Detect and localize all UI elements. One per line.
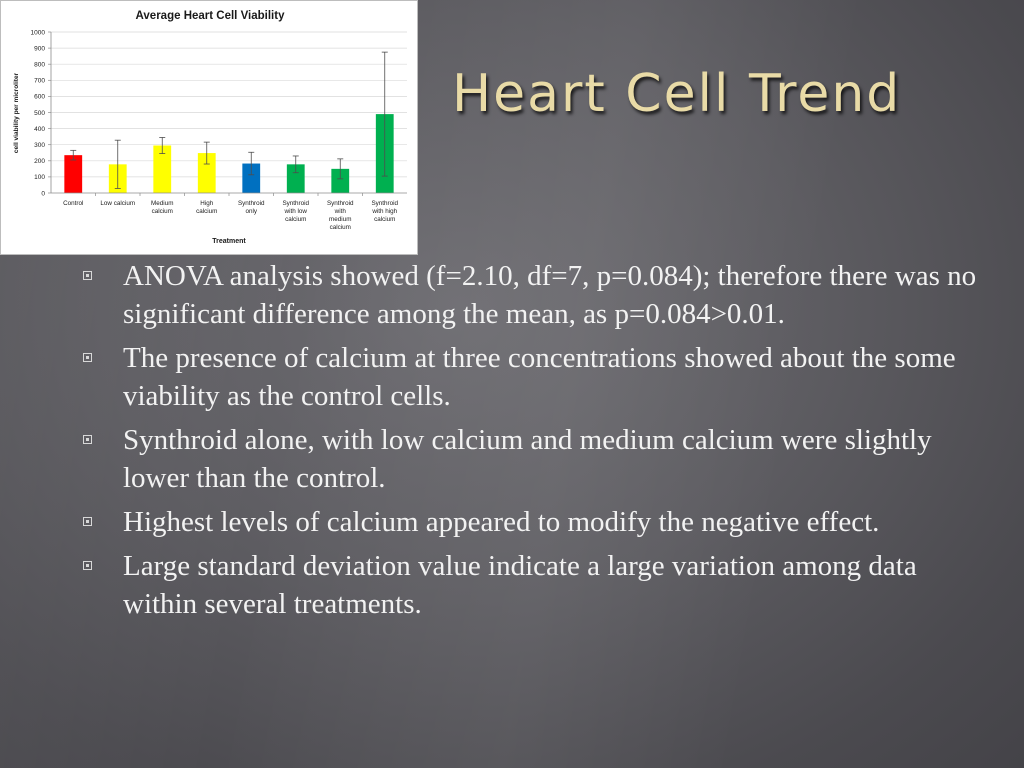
bullet-item: Highest levels of calcium appeared to mo… [80,503,980,541]
bullet-item: Synthroid alone, with low calcium and me… [80,421,980,497]
x-tick-label: High calcium [196,200,217,215]
y-tick-label: 800 [34,62,45,69]
y-tick-label: 100 [34,174,45,181]
x-axis-ticks: Control Low calcium Medium calcium High calci… [63,193,399,231]
x-axis-label: Treatment [212,238,246,245]
gridlines [51,31,407,178]
square-bullet-icon [83,517,92,526]
bars [64,114,394,193]
square-bullet-icon [83,561,92,570]
y-tick-label: 700 [34,78,45,85]
y-tick-label: 300 [34,142,45,149]
y-tick-label: 200 [34,158,45,165]
bar [197,153,216,193]
bullet-text: ANOVA analysis showed (f=2.10, df=7, p=0… [123,260,977,330]
x-tick-label: Synthroid with low calcium [282,200,309,223]
bar [64,155,83,193]
bar [331,168,350,193]
y-axis-label: cell viability per microliter [13,72,20,153]
y-tick-label: 1000 [31,29,46,36]
x-tick-label: Control [63,200,83,207]
y-tick-label: 0 [41,190,45,197]
bar-chart: Average Heart Cell Viability cell viabil… [13,10,407,245]
bar [153,145,172,193]
chart-title: Average Heart Cell Viability [136,10,286,22]
bullet-text: Synthroid alone, with low calcium and me… [123,424,932,494]
x-tick-label: Synthroid with medium calcium [327,200,354,231]
bullet-item: The presence of calcium at three concent… [80,339,980,415]
bullet-item: Large standard deviation value indicate … [80,547,980,623]
chart-panel: Average Heart Cell Viability cell viabil… [0,0,418,255]
y-tick-label: 600 [34,94,45,101]
bullet-text: Highest levels of calcium appeared to mo… [123,506,880,538]
x-tick-label: Synthroid only [238,200,265,215]
bar [242,163,261,193]
bullet-text: The presence of calcium at three concent… [123,342,956,412]
square-bullet-icon [83,271,92,280]
y-tick-label: 900 [34,45,45,52]
error-bars [70,51,388,189]
bar [286,164,305,193]
bullet-list: ANOVA analysis showed (f=2.10, df=7, p=0… [80,257,980,629]
square-bullet-icon [83,435,92,444]
y-axis-ticks: 0 100 200 300 400 500 600 700 800 900 1000 [31,29,51,197]
bullet-item: ANOVA analysis showed (f=2.10, df=7, p=0… [80,257,980,333]
x-tick-label: Low calcium [100,200,135,207]
x-tick-label: Synthroid with high calcium [371,200,398,223]
y-tick-label: 400 [34,126,45,133]
slide-title: Heart Cell Trend [452,64,902,124]
bullet-text: Large standard deviation value indicate … [123,550,917,620]
y-tick-label: 500 [34,110,45,117]
x-tick-label: Medium calcium [151,200,173,215]
square-bullet-icon [83,353,92,362]
